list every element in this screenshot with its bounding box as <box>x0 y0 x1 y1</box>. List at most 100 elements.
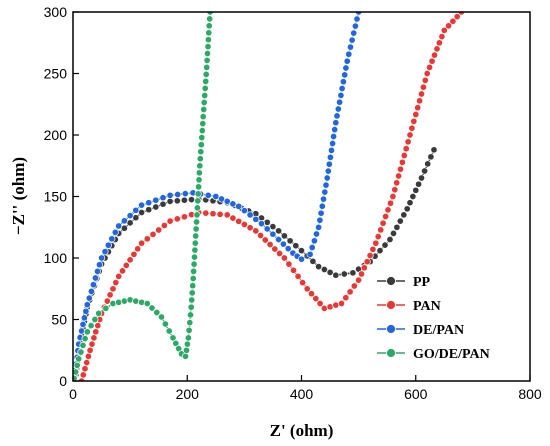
data-point <box>216 210 224 218</box>
data-point <box>186 319 194 327</box>
data-point <box>192 232 200 240</box>
data-point <box>438 33 446 41</box>
data-point <box>101 248 109 256</box>
data-point <box>355 276 363 284</box>
data-point <box>396 217 404 225</box>
data-point <box>104 241 112 249</box>
data-point <box>240 220 248 229</box>
data-point <box>130 250 138 258</box>
data-point <box>198 134 206 142</box>
data-point <box>118 267 127 275</box>
data-point <box>78 327 86 335</box>
y-tick-label: 250 <box>44 66 68 82</box>
data-point <box>205 22 213 30</box>
data-point <box>79 371 87 379</box>
data-point <box>134 245 142 253</box>
data-point <box>84 352 92 360</box>
legend-label: PAN <box>413 299 441 314</box>
data-point <box>332 119 340 127</box>
legend-swatch-marker <box>386 324 396 334</box>
data-point <box>280 232 288 240</box>
data-point <box>83 301 91 309</box>
data-point <box>95 261 104 269</box>
data-point <box>393 179 401 187</box>
data-point <box>200 98 208 107</box>
data-point <box>417 174 426 182</box>
data-point <box>122 261 130 269</box>
x-axis-title: Z' (ohm) <box>270 421 334 440</box>
data-point <box>430 146 438 154</box>
data-point <box>346 288 354 296</box>
data-point <box>308 243 316 252</box>
data-point <box>318 202 326 210</box>
data-point <box>193 211 201 219</box>
series-3 <box>73 12 214 381</box>
data-point <box>195 183 203 191</box>
data-point <box>445 22 453 30</box>
data-point <box>196 155 204 163</box>
data-point <box>143 299 151 308</box>
data-point <box>326 268 334 276</box>
data-point <box>433 45 441 53</box>
data-point <box>357 270 366 278</box>
data-point <box>350 29 358 37</box>
data-point <box>400 151 408 160</box>
data-point <box>316 216 324 224</box>
data-point <box>180 213 188 221</box>
data-point <box>340 270 348 278</box>
data-point <box>338 84 346 93</box>
data-point <box>161 320 169 328</box>
legend-label: DE/PAN <box>413 323 464 338</box>
data-point <box>182 346 191 354</box>
data-point <box>87 322 95 330</box>
data-point <box>350 282 358 290</box>
data-point <box>98 254 106 262</box>
data-point <box>360 264 368 272</box>
data-point <box>173 197 181 205</box>
data-point <box>157 313 166 321</box>
data-point <box>280 254 288 262</box>
data-point <box>138 298 146 306</box>
data-point <box>193 218 201 226</box>
data-point <box>379 219 387 227</box>
data-point <box>374 233 382 241</box>
data-point <box>193 204 201 212</box>
data-point <box>299 279 307 287</box>
data-point <box>376 247 384 255</box>
data-point <box>197 141 205 149</box>
data-point <box>386 235 394 244</box>
data-point <box>316 299 324 308</box>
series-1 <box>78 12 465 381</box>
data-point <box>201 91 209 100</box>
data-point <box>257 231 265 240</box>
data-point <box>202 209 210 217</box>
y-tick-label: 100 <box>44 250 68 266</box>
data-point <box>421 167 429 175</box>
data-point <box>188 296 196 304</box>
data-point <box>336 98 344 106</box>
data-point <box>292 242 300 250</box>
x-tick-label: 0 <box>69 386 77 402</box>
data-point <box>284 245 292 253</box>
data-point <box>263 218 271 226</box>
data-point <box>153 308 161 317</box>
data-point <box>430 51 439 59</box>
data-point <box>331 126 339 134</box>
data-point <box>322 181 330 189</box>
data-point <box>190 267 198 275</box>
data-point <box>204 36 212 44</box>
data-point <box>95 309 103 317</box>
data-point <box>199 113 207 121</box>
data-point <box>306 250 314 258</box>
data-point <box>194 190 202 198</box>
data-point <box>261 236 269 244</box>
data-point <box>440 26 448 34</box>
data-point <box>159 200 167 208</box>
data-point <box>187 303 195 311</box>
data-point <box>310 237 318 245</box>
data-point <box>191 239 199 247</box>
y-tick-label: 0 <box>59 373 67 389</box>
data-point <box>309 257 317 265</box>
data-point <box>246 211 254 219</box>
y-tick-label: 200 <box>44 127 68 143</box>
